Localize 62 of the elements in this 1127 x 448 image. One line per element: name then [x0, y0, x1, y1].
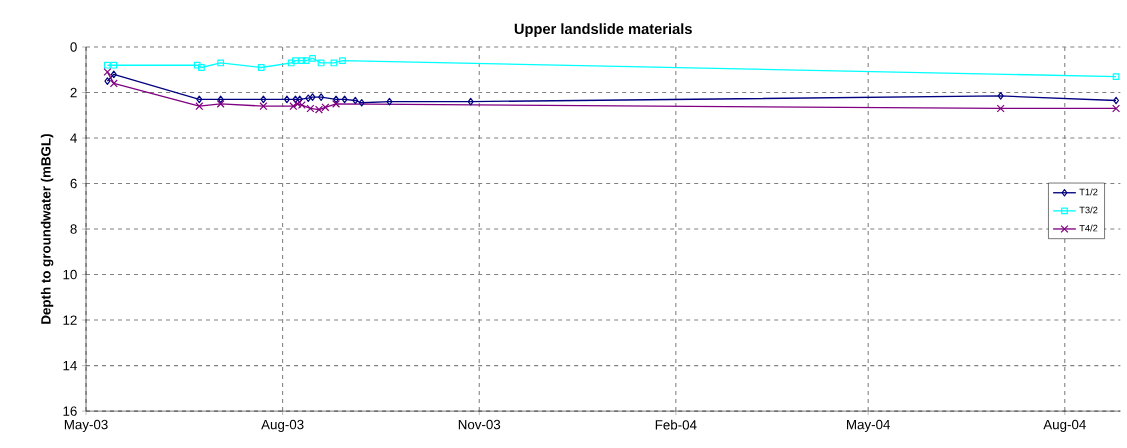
- point: [195, 102, 204, 111]
- point: [287, 59, 295, 67]
- point: [1112, 104, 1121, 113]
- point: [1113, 96, 1120, 105]
- y-tick-label: 16: [63, 406, 77, 416]
- point: [196, 95, 203, 104]
- x-tick-label: May-03: [64, 419, 108, 432]
- point: [110, 70, 117, 79]
- point: [217, 59, 225, 67]
- point: [296, 95, 303, 104]
- point: [309, 54, 316, 62]
- legend-label: T1/2: [1079, 188, 1098, 196]
- point: [292, 57, 299, 64]
- point: [330, 59, 338, 67]
- x-tick-label: Aug-04: [1043, 419, 1086, 432]
- y-tick-label: 14: [63, 360, 77, 371]
- y-axis-title: Depth to groundwater (mBGL): [40, 134, 54, 324]
- point: [352, 96, 359, 105]
- y-tick-label: 2: [70, 87, 77, 98]
- point: [302, 57, 310, 64]
- point: [259, 102, 268, 111]
- y-tick-label: 10: [63, 269, 77, 280]
- point: [260, 95, 267, 104]
- y-tick-label: 8: [70, 224, 77, 234]
- point: [339, 57, 346, 64]
- point: [109, 79, 118, 88]
- point: [332, 99, 341, 108]
- legend-label: T4/2: [1079, 224, 1098, 232]
- point: [358, 98, 365, 107]
- point: [997, 92, 1004, 100]
- point: [309, 93, 316, 101]
- point: [217, 95, 224, 104]
- point: [341, 95, 348, 104]
- point: [318, 93, 325, 101]
- point: [198, 64, 205, 71]
- y-tick-label: 6: [70, 178, 77, 189]
- x-tick-label: Aug-03: [261, 419, 304, 432]
- point: [467, 97, 474, 106]
- y-tick-label: 12: [63, 315, 77, 325]
- chart-title: Upper landslide materials: [514, 23, 692, 37]
- point: [305, 94, 312, 102]
- point: [333, 95, 340, 104]
- point: [1112, 73, 1120, 80]
- y-tick-label: 0: [70, 42, 77, 52]
- point: [216, 99, 225, 108]
- legend-label: T3/2: [1079, 206, 1098, 214]
- point: [104, 61, 111, 69]
- x-tick-label: Feb-04: [655, 419, 697, 430]
- point: [257, 64, 265, 71]
- point: [283, 95, 290, 104]
- x-tick-label: Nov-03: [458, 419, 501, 430]
- point: [103, 67, 112, 76]
- point: [317, 59, 325, 67]
- point: [996, 104, 1005, 113]
- point: [110, 61, 118, 69]
- point: [386, 97, 393, 106]
- x-tick-label: May-04: [847, 419, 891, 432]
- point: [293, 99, 302, 108]
- point: [193, 61, 201, 69]
- point: [104, 77, 111, 85]
- y-tick-label: 4: [70, 133, 77, 143]
- point: [298, 57, 306, 64]
